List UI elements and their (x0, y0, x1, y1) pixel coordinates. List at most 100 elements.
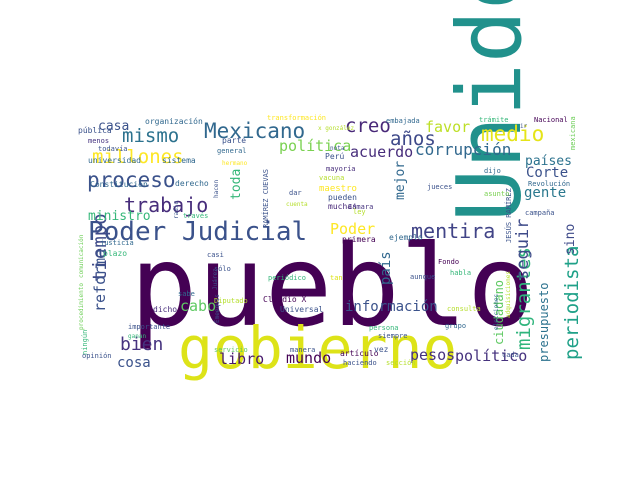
word-tan: tan (330, 274, 343, 282)
word-toda: toda (229, 169, 244, 200)
word-todavia: todavía (98, 145, 128, 153)
word-diputado: Diputado (214, 297, 248, 305)
word-ejemplo: ejemplo (389, 233, 423, 242)
word-tiempo: tiempo (89, 213, 111, 282)
word-adquisiciones: adquisiciones (505, 271, 512, 318)
word-gente: gente (524, 185, 566, 201)
word-bien: bien (120, 334, 163, 355)
word-nota: nota (330, 145, 345, 152)
word-millones: millones (92, 146, 184, 168)
word-informacion: información (345, 299, 438, 315)
word-embajada: embajada (386, 117, 420, 125)
word-juarez: Juárez (212, 268, 219, 290)
word-cuenta: cuenta (286, 201, 308, 208)
word-mismo: mismo (122, 125, 179, 147)
word-general: general (217, 147, 247, 155)
word-gobierno: gobierno (178, 314, 457, 382)
word-aunque: aunque (410, 273, 435, 281)
word-grupo: grupo (445, 322, 466, 330)
word-consulta: consulta (447, 305, 481, 313)
word-libro: libro (219, 350, 264, 368)
word-corrupcion: corrupción (415, 140, 511, 159)
word-politica: política (279, 137, 351, 155)
word-presupuesto: presupuesto (537, 283, 551, 362)
word-claudio-x: Claudio X (263, 295, 307, 304)
word-vez: vez (374, 345, 389, 354)
word-camara: Cámara (348, 203, 373, 211)
word-transformacion: transformación (267, 114, 326, 122)
word-tramite: trámite (479, 116, 509, 124)
word-menos: menos (88, 137, 109, 145)
word-anos: años (390, 128, 436, 150)
word-servicio: servicio (214, 346, 248, 354)
word-elecciones: elecciones (493, 293, 500, 330)
word-justicia: justicia (100, 239, 134, 247)
word-poder: Poder (330, 220, 375, 238)
word-articulo: artículo (340, 349, 379, 358)
word-paises: países (525, 154, 572, 169)
word-dar: dar (289, 189, 302, 197)
word-procedimiento: procedimiento (78, 283, 85, 330)
word-ministro: ministro (88, 209, 151, 224)
word-emeequis: Emeequis (214, 294, 221, 323)
word-proceso: proceso (87, 168, 176, 192)
word-periodista: periodista (561, 246, 583, 360)
word-constitucion: Constitución (90, 179, 148, 189)
word-unido: Unido (438, 0, 541, 222)
word-traves: través (183, 212, 208, 220)
word-muchas: muchas (328, 202, 357, 211)
word-cosa: cosa (117, 355, 151, 371)
word-opinion: opinión (82, 352, 112, 360)
word-universal: Universal (280, 305, 324, 314)
word-plazo: plazo (103, 249, 127, 258)
word-casa: casa (98, 119, 129, 134)
word-siempre: siempre (378, 332, 408, 340)
word-universidad: universidad (88, 156, 141, 165)
word-acuerdo: acuerdo (350, 143, 413, 161)
word-asunto: asunto (484, 190, 509, 198)
word-hacen: hacen (213, 180, 220, 198)
word-reforma: reforma (91, 249, 109, 312)
word-ramirez-cuevas: RAMÍREZ CUEVAS (261, 169, 270, 228)
word-fondo: Fondo (438, 258, 459, 266)
word-migrantes: migrantes (513, 247, 535, 350)
word-cabo: cabo (180, 297, 216, 315)
word-publica: pública (78, 126, 112, 135)
word-vacuna: vacuna (319, 174, 344, 182)
word-mundo: mundo (286, 349, 331, 367)
word-comunicacion: comunicación (78, 234, 85, 278)
word-campana: campaña (525, 209, 555, 217)
word-peru: Perú (325, 152, 344, 161)
word-mexicano: Mexicano (204, 119, 305, 143)
word-manera: manera (290, 346, 315, 354)
word-pueblo: pueblo (130, 222, 535, 352)
word-maestro: maestro (319, 184, 357, 194)
word-hermano: hermano (222, 160, 248, 167)
word-revolucion: Revolución (528, 180, 570, 188)
word-mexicana: mexicana (569, 116, 577, 150)
word-jesus-ramirez: JESÚS RAMÍREZ (504, 188, 513, 243)
word-persona: persona (369, 324, 399, 332)
word-mejor: mejor (393, 161, 408, 200)
word-mentira: mentira (411, 219, 495, 243)
word-x-gonzalez: x gonzález (318, 125, 355, 132)
word-dicho: dicho (153, 305, 177, 314)
word-pesos: pesos (410, 346, 455, 364)
word-ley: ley (353, 208, 366, 216)
word-mayoria: mayoría (326, 165, 356, 173)
word-ir: ir (520, 123, 528, 130)
word-medio: medio (481, 122, 544, 146)
word-pueden: pueden (328, 193, 357, 202)
word-periodico: periódico (268, 274, 306, 282)
word-pais: país (378, 251, 394, 285)
word-trabajo: trabajo (124, 193, 208, 217)
word-corte: Corte (526, 165, 568, 181)
word-sino: sino (563, 224, 578, 255)
word-ganan: ganan (128, 333, 146, 340)
word-nacional: Nacional (534, 116, 568, 124)
word-haciendo: haciendo (343, 359, 377, 367)
word-dijo: dijo (484, 167, 501, 175)
word-jueces: jueces (427, 183, 452, 191)
word-organizacion: organización (145, 116, 203, 126)
